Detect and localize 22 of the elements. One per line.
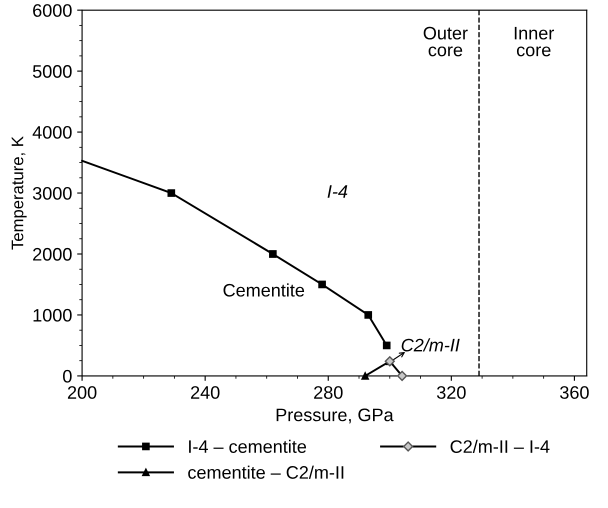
y-tick-label: 2000 (33, 248, 72, 261)
x-tick-label: 280 (314, 386, 343, 399)
y-axis-title: Temperature, K (12, 136, 27, 250)
y-tick-label: 4000 (32, 126, 72, 139)
x-tick-label: 240 (191, 386, 220, 399)
annotation: I-4 (328, 185, 348, 198)
y-tick-label: 0 (63, 370, 72, 383)
legend-label: I-4 – cementite (189, 440, 306, 453)
legend-label: C2/m-II – I-4 (450, 440, 550, 453)
y-tick-label: 3000 (32, 186, 72, 200)
y-tick-label: 1000 (34, 308, 72, 322)
annotation: Outer core (424, 26, 468, 56)
annotation: C2/m-II (402, 338, 460, 352)
x-tick-label: 200 (68, 386, 96, 399)
x-axis-title: Pressure, GPa (276, 408, 394, 424)
annotation: Cementite (224, 283, 304, 297)
x-tick-label: 360 (560, 386, 589, 399)
legend-label: cementite – C2/m-II (188, 466, 344, 479)
y-tick-label: 6000 (33, 4, 72, 17)
y-tick-label: 5000 (32, 65, 72, 78)
annotation: Inner core (514, 26, 554, 56)
x-tick-label: 320 (436, 386, 466, 399)
